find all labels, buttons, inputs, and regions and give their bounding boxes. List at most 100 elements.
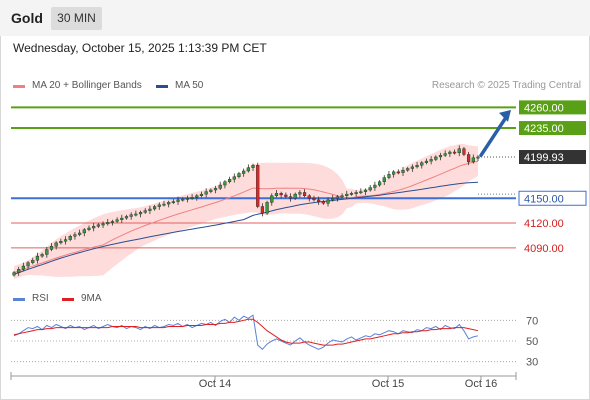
candle-body — [420, 162, 424, 166]
candle-body — [293, 193, 297, 199]
candle-body — [73, 234, 77, 237]
level-tag-bg — [519, 150, 586, 165]
candle-body — [302, 192, 307, 196]
candle-body — [298, 192, 302, 195]
candle-body — [167, 202, 171, 205]
candle-body — [274, 193, 279, 196]
candle-body — [288, 196, 293, 199]
level-tag-4150.00: 4150.00 — [524, 193, 564, 205]
candle-body — [143, 210, 147, 213]
candle-body — [429, 159, 433, 162]
candle-body — [115, 219, 119, 222]
candle-body — [457, 148, 461, 154]
candle-body — [82, 229, 86, 234]
candle-body — [31, 260, 35, 263]
candle-body — [176, 199, 180, 202]
rsi-ma-line — [13, 318, 479, 346]
candle-body — [340, 195, 344, 198]
candle-body — [209, 189, 213, 192]
candle-body — [204, 191, 208, 195]
candle-body — [382, 177, 386, 182]
candle-body — [424, 160, 429, 163]
candle-body — [363, 189, 368, 192]
candle-body — [392, 171, 396, 175]
credit-text: Research © 2025 Trading Central — [431, 80, 581, 91]
candle-body — [92, 226, 96, 229]
candle-body — [270, 195, 274, 203]
candle-body — [120, 217, 124, 220]
candle-body — [223, 181, 227, 186]
candle-body — [415, 165, 419, 168]
candle-body — [377, 181, 382, 186]
candle-body — [265, 202, 269, 214]
candle-body — [171, 201, 175, 203]
timeframe-badge[interactable]: 30 MIN — [51, 7, 102, 30]
projection-arrow — [479, 114, 509, 158]
candle-body — [199, 193, 204, 196]
ma20-legend-swatch — [13, 85, 25, 88]
x-tick-label: Oct 14 — [199, 378, 231, 390]
candle-body — [181, 198, 185, 201]
candle-body — [349, 193, 354, 195]
x-tick-label: Oct 16 — [465, 378, 497, 390]
candle-body — [162, 203, 166, 206]
candle-body — [49, 245, 54, 250]
candle-body — [59, 241, 63, 244]
candle-body — [35, 255, 40, 261]
candle-body — [443, 153, 447, 156]
rsi-line — [13, 314, 479, 351]
candle-body — [448, 151, 452, 154]
candle-body — [312, 198, 316, 201]
candle-body — [476, 156, 480, 159]
candle-body — [138, 212, 143, 215]
candle-body — [110, 221, 115, 223]
candle-body — [368, 187, 372, 191]
candle-body — [321, 201, 325, 204]
ma50-line — [13, 181, 479, 275]
level-tag-4235.00: 4235.00 — [524, 123, 564, 135]
rsi-legend-label: RSI — [32, 293, 49, 304]
candle-body — [434, 156, 438, 160]
candle-body — [406, 168, 410, 171]
candle-body — [152, 206, 157, 210]
ma50-legend-swatch — [156, 85, 168, 88]
level-tag-bg — [518, 190, 587, 206]
candle-body — [452, 151, 457, 154]
candle-body — [63, 239, 68, 242]
candle-body — [195, 195, 199, 198]
rsi-tick-label: 30 — [526, 357, 538, 369]
candle-body — [307, 195, 311, 199]
level-tag-4120.00: 4120.00 — [524, 218, 564, 230]
bollinger-band — [14, 144, 478, 280]
candle-body — [284, 194, 288, 197]
candle-body — [354, 192, 358, 194]
candle-body — [462, 148, 466, 155]
candle-body — [21, 265, 25, 270]
candle-body — [401, 169, 405, 173]
candle-body — [218, 184, 222, 189]
candle-body — [68, 236, 72, 240]
candle-body — [157, 204, 161, 207]
candle-body — [190, 197, 194, 199]
ma20-legend-label: MA 20 + Bollinger Bands — [32, 80, 142, 91]
candle-body — [213, 188, 218, 191]
level-tag-4090.00: 4090.00 — [524, 243, 564, 255]
candle-body — [26, 262, 30, 267]
candle-body — [326, 199, 330, 204]
candle-body — [101, 223, 105, 226]
level-tag-4260.00: 4260.00 — [524, 102, 564, 114]
candle-body — [54, 242, 58, 247]
candle-body — [279, 193, 283, 196]
candle-body — [471, 157, 475, 163]
candle-body — [134, 213, 138, 216]
ma20-line — [13, 160, 479, 274]
candle-body — [124, 216, 129, 219]
candle-body — [317, 199, 321, 202]
candle-body — [17, 269, 21, 273]
candle-body — [410, 166, 414, 169]
candle-body — [251, 165, 255, 168]
candle-body — [438, 155, 443, 158]
x-tick-label: Oct 15 — [372, 378, 404, 390]
candle-body — [359, 191, 363, 194]
level-tag-bg — [519, 121, 586, 136]
